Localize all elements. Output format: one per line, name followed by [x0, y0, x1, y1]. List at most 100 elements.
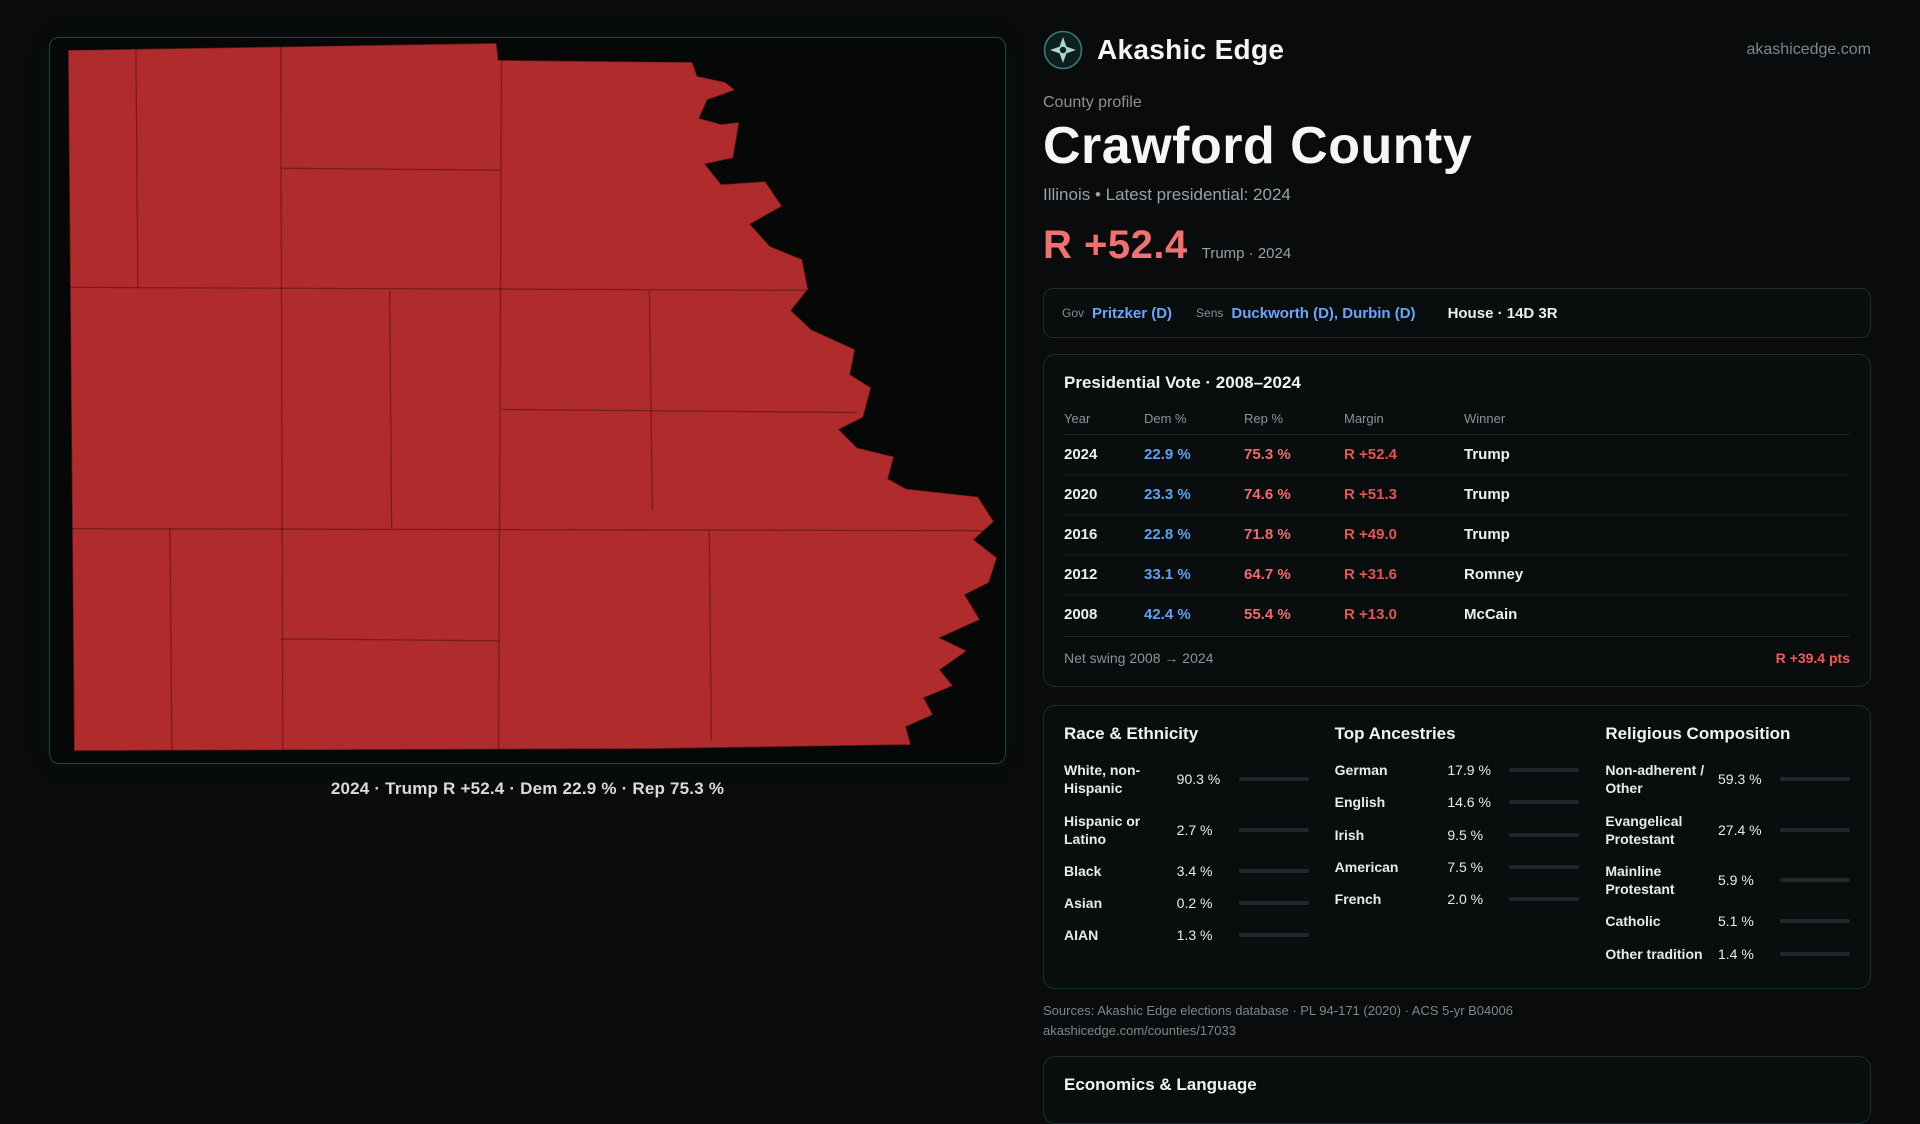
- race-ethnicity-title: Race & Ethnicity: [1064, 724, 1199, 744]
- county-profile-column: Akashic Edge akashicedge.com County prof…: [1043, 30, 1871, 1124]
- stat-label: Asian: [1064, 895, 1103, 912]
- stat-label: American: [1334, 858, 1399, 875]
- cell-margin: R +31.6: [1344, 566, 1397, 584]
- sources-footer: Sources: Akashic Edge elections database…: [1043, 1001, 1871, 1043]
- governor-label: Gov: [1062, 306, 1085, 321]
- cell-margin: R +51.3: [1344, 486, 1397, 504]
- stat-value: 3.4 %: [1176, 863, 1213, 880]
- cell-rep: 71.8 %: [1244, 526, 1291, 544]
- religious-composition-title: Religious Composition: [1605, 724, 1791, 744]
- stat-row: Other tradition 1.4 %: [1605, 938, 1850, 970]
- stat-value: 7.5 %: [1447, 858, 1484, 875]
- stat-value: 5.9 %: [1718, 872, 1754, 889]
- stat-row: American 7.5 %: [1335, 851, 1580, 883]
- officials-bar: Gov Pritzker (D) Sens Duckworth (D), Dur…: [1043, 288, 1871, 339]
- stat-label: Black: [1064, 862, 1102, 879]
- stat-label: Other tradition: [1605, 945, 1703, 962]
- stat-value: 2.7 %: [1176, 821, 1213, 838]
- headline-margin: R +52.4: [1043, 223, 1188, 268]
- economics-language-panel: Economics & Language: [1043, 1056, 1871, 1124]
- stat-label: Hispanic or Latino: [1064, 812, 1141, 847]
- net-swing-row: Net swing 2008 → 2024 R +39.4 pts: [1064, 636, 1850, 668]
- headline-margin-row: R +52.4 Trump · 2024: [1043, 223, 1871, 268]
- cell-dem: 22.8 %: [1144, 526, 1191, 544]
- stat-row: White, non-Hispanic 90.3 %: [1064, 754, 1309, 804]
- religious-composition-column: Religious Composition Non-adherent / Oth…: [1605, 724, 1850, 970]
- race-ethnicity-column: Race & Ethnicity White, non-Hispanic 90.…: [1064, 724, 1309, 970]
- brand-name: Akashic Edge: [1097, 34, 1285, 65]
- cell-rep: 75.3 %: [1244, 446, 1291, 464]
- stat-row: English 14.6 %: [1335, 786, 1580, 818]
- stat-row: Irish 9.5 %: [1335, 819, 1580, 851]
- cell-winner: Romney: [1464, 566, 1524, 584]
- col-rep: Rep %: [1244, 411, 1284, 427]
- app-header: Akashic Edge akashicedge.com: [1043, 30, 1871, 70]
- house-delegation: House · 14D 3R: [1447, 304, 1558, 322]
- kicker-label: County profile: [1043, 94, 1142, 111]
- senators-label: Sens: [1196, 306, 1224, 321]
- stat-row: Asian 0.2 %: [1064, 887, 1309, 919]
- stat-bar: [1238, 901, 1309, 906]
- county-shape: [67, 42, 998, 752]
- net-swing-value: R +39.4 pts: [1775, 650, 1850, 667]
- stat-value: 14.6 %: [1447, 794, 1491, 811]
- stat-row: German 17.9 %: [1335, 754, 1580, 786]
- demographics-panel: Race & Ethnicity White, non-Hispanic 90.…: [1043, 705, 1871, 989]
- site-domain: akashicedge.com: [1746, 41, 1871, 58]
- stat-label: German: [1334, 762, 1388, 779]
- stat-label: Irish: [1334, 826, 1365, 843]
- stat-bar: [1780, 827, 1850, 832]
- cell-winner: Trump: [1464, 526, 1510, 544]
- cell-dem: 33.1 %: [1144, 566, 1191, 584]
- stat-bar: [1780, 919, 1850, 924]
- cell-rep: 64.7 %: [1244, 566, 1291, 584]
- cell-dem: 23.3 %: [1144, 486, 1191, 504]
- table-row: 2008 42.4 % 55.4 % R +13.0 McCain: [1064, 595, 1850, 634]
- permalink: akashicedge.com/counties/17033: [1043, 1023, 1236, 1039]
- stat-label: Evangelical Protestant: [1605, 812, 1683, 847]
- cell-year: 2024: [1064, 446, 1098, 464]
- cell-year: 2020: [1064, 486, 1098, 504]
- net-swing-label: Net swing 2008 → 2024: [1064, 650, 1214, 667]
- stat-row: Evangelical Protestant 27.4 %: [1605, 805, 1850, 855]
- senators-link[interactable]: Duckworth (D), Durbin (D): [1231, 304, 1416, 322]
- stat-value: 5.1 %: [1718, 913, 1754, 930]
- stat-row: Mainline Protestant 5.9 %: [1605, 855, 1850, 905]
- governor-link[interactable]: Pritzker (D): [1092, 304, 1173, 322]
- stat-value: 59.3 %: [1718, 771, 1762, 788]
- cell-margin: R +49.0: [1344, 526, 1397, 544]
- stat-row: AIAN 1.3 %: [1064, 919, 1309, 951]
- county-map-section: 2024 · Trump R +52.4 · Dem 22.9 % · Rep …: [49, 37, 1006, 799]
- stat-label: AIAN: [1064, 927, 1099, 944]
- stat-value: 0.2 %: [1176, 895, 1213, 912]
- stat-value: 2.0 %: [1447, 891, 1484, 908]
- stat-value: 27.4 %: [1718, 821, 1762, 838]
- presidential-vote-panel: Presidential Vote · 2008–2024 Year Dem %…: [1043, 354, 1871, 688]
- stat-bar: [1238, 777, 1309, 782]
- table-header-row: Year Dem % Rep % Margin Winner: [1064, 403, 1850, 436]
- table-row: 2020 23.3 % 74.6 % R +51.3 Trump: [1064, 475, 1850, 516]
- table-row: 2012 33.1 % 64.7 % R +31.6 Romney: [1064, 555, 1850, 596]
- stat-bar: [1780, 777, 1850, 782]
- table-row: 2024 22.9 % 75.3 % R +52.4 Trump: [1064, 435, 1850, 476]
- economics-language-title: Economics & Language: [1064, 1075, 1257, 1095]
- stat-row: Non-adherent / Other 59.3 %: [1605, 754, 1850, 804]
- stat-bar: [1509, 800, 1580, 805]
- col-year: Year: [1064, 411, 1091, 427]
- stat-value: 1.3 %: [1176, 927, 1213, 944]
- col-dem: Dem %: [1144, 411, 1187, 427]
- stat-row: Hispanic or Latino 2.7 %: [1064, 805, 1309, 855]
- stat-bar: [1509, 864, 1580, 869]
- stat-bar: [1509, 832, 1580, 837]
- county-map-panel: [49, 37, 1006, 764]
- stat-label: Non-adherent / Other: [1605, 762, 1705, 797]
- cell-margin: R +13.0: [1344, 606, 1397, 624]
- stat-bar: [1238, 827, 1309, 832]
- stat-bar: [1238, 869, 1309, 874]
- table-row: 2016 22.8 % 71.8 % R +49.0 Trump: [1064, 515, 1850, 556]
- cell-year: 2016: [1064, 526, 1098, 544]
- cell-winner: McCain: [1464, 606, 1518, 624]
- senators-group: Sens Duckworth (D), Durbin (D): [1196, 305, 1416, 322]
- page-title: Crawford County: [1043, 117, 1473, 175]
- stat-label: English: [1334, 794, 1386, 811]
